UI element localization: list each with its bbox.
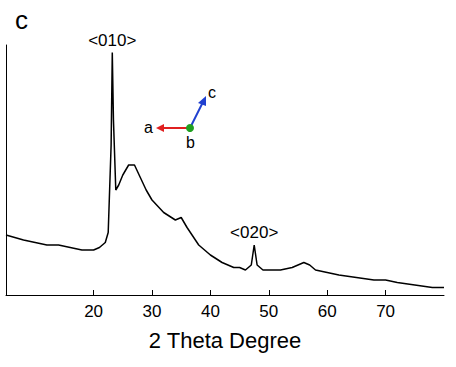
svg-text:b: b [186, 134, 195, 151]
svg-text:2 Theta Degree: 2 Theta Degree [149, 328, 301, 353]
svg-text:60: 60 [318, 302, 337, 321]
svg-text:c: c [15, 5, 28, 35]
svg-text:c: c [208, 84, 216, 101]
svg-text:<010>: <010> [88, 31, 136, 50]
svg-text:30: 30 [143, 302, 162, 321]
svg-text:<020>: <020> [230, 223, 278, 242]
svg-text:70: 70 [376, 302, 395, 321]
svg-text:50: 50 [259, 302, 278, 321]
svg-text:a: a [144, 119, 153, 136]
svg-text:40: 40 [201, 302, 220, 321]
svg-text:20: 20 [84, 302, 103, 321]
